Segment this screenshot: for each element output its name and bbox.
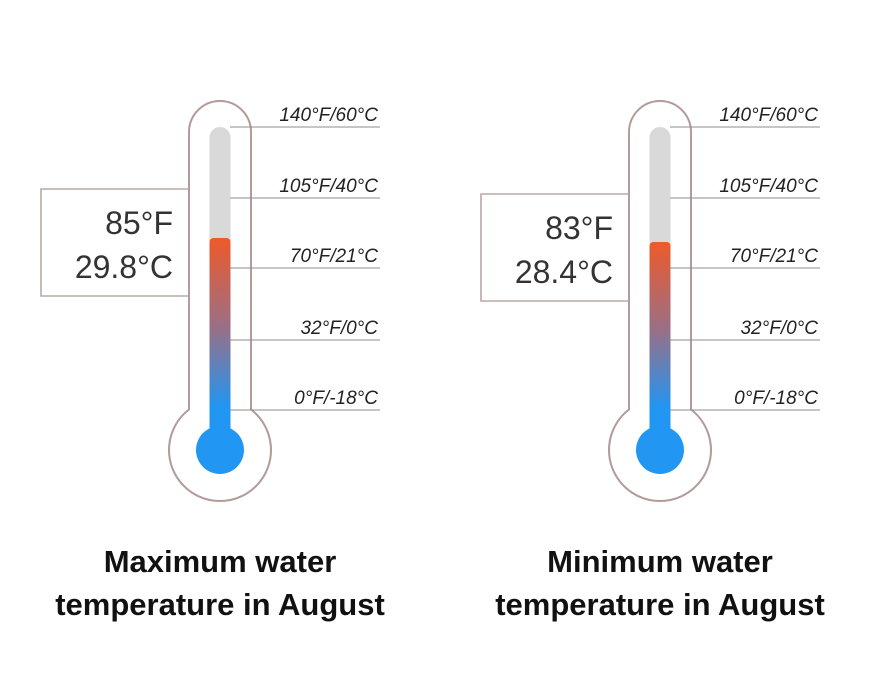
temperature-liquid-column <box>649 242 671 450</box>
min-temperature-celsius: 28.4°C <box>514 254 613 290</box>
scale-tick-label: 0°F/-18°C <box>294 388 378 409</box>
caption-line-2: temperature in August <box>55 587 385 622</box>
scale-tick-label: 0°F/-18°C <box>734 388 818 409</box>
min-temperature-panel: 0°F/-18°C 32°F/0°C 70°F/21°C 105°F/40°C 140°… <box>440 0 880 680</box>
min-temperature-caption: Minimum water temperature in August <box>440 540 880 626</box>
temperature-liquid-column <box>209 238 231 450</box>
scale-tick-label: 105°F/40°C <box>719 176 818 197</box>
thermometer-bulb <box>196 426 244 474</box>
max-temperature-panel: 0°F/-18°C 32°F/0°C 70°F/21°C 105°F/40°C 140°… <box>0 100 440 626</box>
scale-tick-label: 70°F/21°C <box>290 246 378 267</box>
max-thermometer-graphic: 0°F/-18°C 32°F/0°C 70°F/21°C 105°F/40°C 140°… <box>40 100 380 502</box>
scale-tick-label: 105°F/40°C <box>279 176 378 197</box>
max-temperature-caption: Maximum water temperature in August <box>0 540 440 626</box>
caption-line-1: Minimum water <box>547 544 773 579</box>
scale-tick-label: 70°F/21°C <box>730 246 818 267</box>
min-temperature-fahrenheit: 83°F <box>545 210 613 246</box>
scale-tick-label: 32°F/0°C <box>740 318 818 339</box>
caption-line-2: temperature in August <box>495 587 825 622</box>
caption-line-1: Maximum water <box>103 544 337 579</box>
scale-tick-label: 140°F/60°C <box>719 105 818 126</box>
scale-tick-label: 140°F/60°C <box>279 105 378 126</box>
max-temperature-callout: 85°F 29.8°C <box>41 189 191 296</box>
scale-tick-label: 32°F/0°C <box>300 318 378 339</box>
max-temperature-celsius: 29.8°C <box>74 249 173 285</box>
min-thermometer-graphic: 0°F/-18°C 32°F/0°C 70°F/21°C 105°F/40°C 140°… <box>480 100 820 502</box>
min-temperature-callout: 83°F 28.4°C <box>481 194 631 301</box>
max-temperature-fahrenheit: 85°F <box>105 205 173 241</box>
thermometer-bulb <box>636 426 684 474</box>
